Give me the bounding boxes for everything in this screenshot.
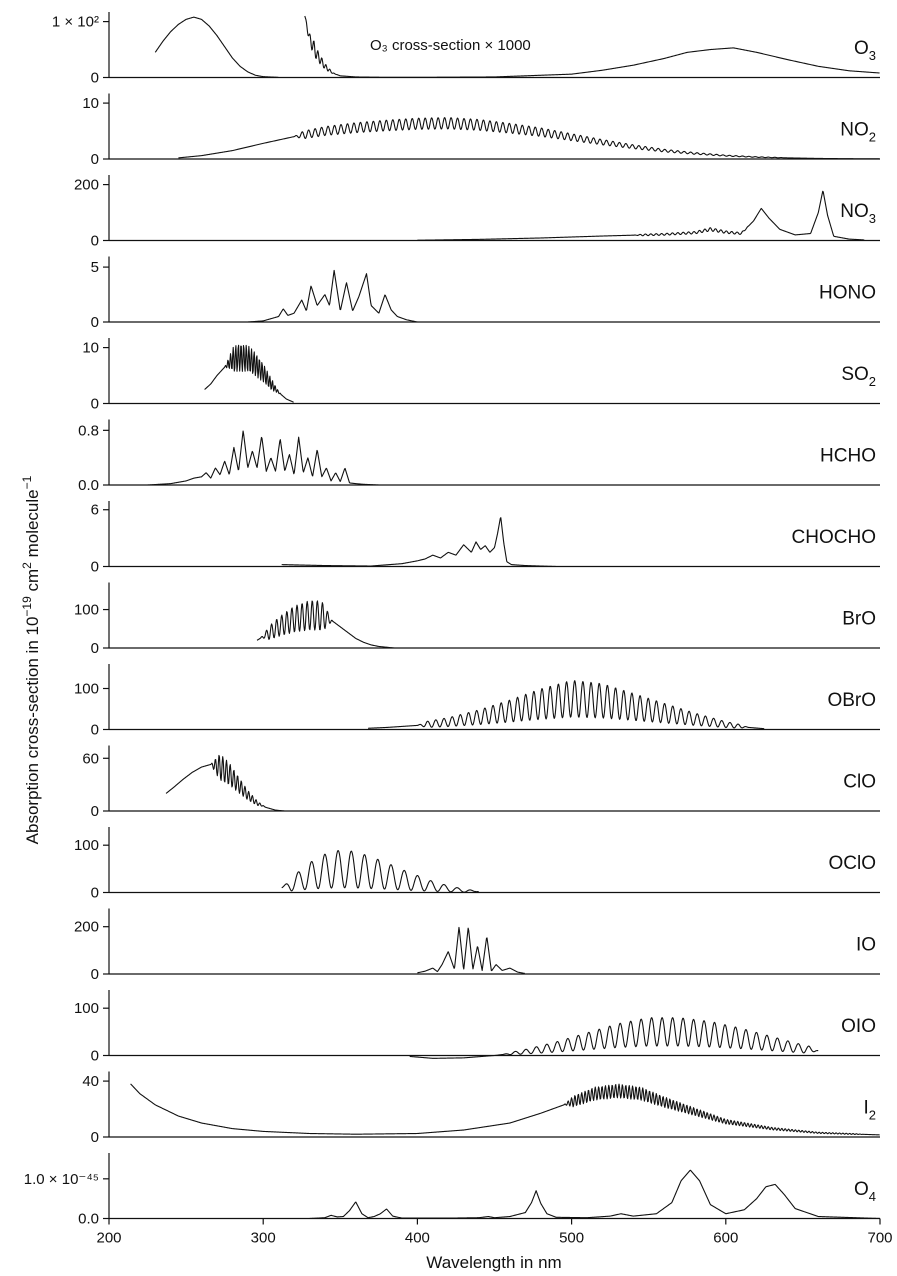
panel-oio: 0 100 OIO	[74, 990, 880, 1065]
y-tick-label: 5	[91, 259, 99, 276]
species-label: O4	[854, 1179, 876, 1204]
y-axis-title: Absorption cross-section in 10−19 cm2 mo…	[20, 475, 42, 844]
x-tick-label: 600	[713, 1230, 738, 1247]
species-label: OClO	[829, 853, 877, 874]
y-tick-label: 0.0	[78, 477, 99, 494]
x-axis: 200 300 400 500 600 700	[96, 1218, 893, 1247]
y-tick-label: 0	[91, 233, 99, 250]
y-tick-label: 0	[91, 559, 99, 576]
x-tick-label: 200	[96, 1230, 121, 1247]
spectrum-trace	[204, 344, 294, 403]
species-label: I2	[863, 1098, 876, 1123]
y-tick-label: 0	[91, 1129, 99, 1146]
x-tick-label: 400	[405, 1230, 430, 1247]
panel-no2: 0 10 NO2	[82, 93, 880, 168]
spectrum-trace	[147, 430, 379, 486]
spectrum-trace	[281, 517, 556, 568]
species-label: HONO	[819, 283, 876, 304]
species-label: O3	[854, 38, 876, 63]
y-tick-label: 0	[91, 396, 99, 413]
spectrum-trace	[368, 680, 765, 730]
panel-obro: 0 100 OBrO	[74, 664, 880, 739]
species-label: OIO	[841, 1016, 876, 1037]
spectrum-trace	[304, 15, 880, 78]
y-tick-label: 100	[74, 681, 99, 698]
y-tick-label: 100	[74, 1000, 99, 1017]
panel-bro: 0 100 BrO	[74, 582, 880, 657]
species-label: NO3	[840, 201, 876, 226]
y-tick-label: 0	[91, 803, 99, 820]
y-tick-label: 0.0	[78, 1211, 99, 1228]
panel-chocho: 0 6 CHOCHO	[91, 501, 880, 576]
spectrum-trace	[281, 850, 479, 893]
species-label: NO2	[840, 120, 876, 145]
species-label: IO	[856, 935, 876, 956]
y-tick-label: 0.8	[78, 422, 99, 439]
y-tick-label: 0	[91, 1048, 99, 1065]
species-label: BrO	[842, 609, 876, 630]
spectrum-trace	[309, 1169, 880, 1220]
panel-io: 0 200 IO	[74, 908, 880, 983]
panel-o4: 0.0 1.0 × 10⁻⁴⁵ O4	[24, 1153, 880, 1228]
spectrum-trace	[256, 600, 395, 649]
y-tick-label: 10	[82, 340, 99, 357]
spectrum-trace	[154, 16, 279, 78]
panel-o3: 0 1 × 10² O3 O₃ cross-section × 1000	[52, 12, 880, 87]
y-tick-label: 0	[91, 314, 99, 331]
y-tick-label: 10	[82, 95, 99, 112]
species-label: OBrO	[827, 690, 876, 711]
y-tick-label: 200	[74, 177, 99, 194]
y-tick-label: 200	[74, 919, 99, 936]
spectrum-trace	[417, 190, 865, 241]
x-tick-label: 700	[867, 1230, 892, 1247]
spectrum-trace	[409, 1017, 819, 1059]
panel-note: O₃ cross-section × 1000	[370, 37, 531, 54]
panel-no3: 0 200 NO3	[74, 175, 880, 250]
spectrum-trace	[165, 754, 285, 812]
y-tick-label: 60	[82, 750, 99, 767]
spectrum-trace	[247, 269, 418, 323]
y-tick-label: 6	[91, 502, 99, 519]
panel-hono: 0 5 HONO	[91, 256, 880, 331]
species-label: HCHO	[820, 446, 876, 467]
species-label: ClO	[843, 772, 876, 793]
y-tick-label: 100	[74, 837, 99, 854]
y-tick-label: 0	[91, 722, 99, 739]
x-tick-label: 500	[559, 1230, 584, 1247]
x-axis-title: Wavelength in nm	[426, 1253, 561, 1272]
y-tick-label: 1.0 × 10⁻⁴⁵	[24, 1171, 99, 1188]
y-tick-label: 1 × 10²	[52, 14, 99, 31]
spectrum-trace	[178, 117, 880, 160]
y-tick-label: 0	[91, 640, 99, 657]
panel-oclo: 0 100 OClO	[74, 827, 880, 902]
y-tick-label: 0	[91, 151, 99, 168]
species-label: SO2	[841, 364, 876, 389]
y-tick-label: 100	[74, 602, 99, 619]
x-tick-label: 300	[251, 1230, 276, 1247]
y-tick-label: 0	[91, 966, 99, 983]
spectrum-trace	[130, 1083, 880, 1136]
y-tick-label: 40	[82, 1073, 99, 1090]
panel-clo: 0 60 ClO	[82, 745, 880, 820]
y-tick-label: 0	[91, 885, 99, 902]
panel-i2: 0 40 I2	[82, 1071, 880, 1146]
y-tick-label: 0	[91, 70, 99, 87]
spectrum-trace	[417, 926, 525, 974]
panel-so2: 0 10 SO2	[82, 338, 880, 413]
species-label: CHOCHO	[792, 527, 876, 548]
panel-hcho: 0.0 0.8 HCHO	[78, 419, 880, 494]
